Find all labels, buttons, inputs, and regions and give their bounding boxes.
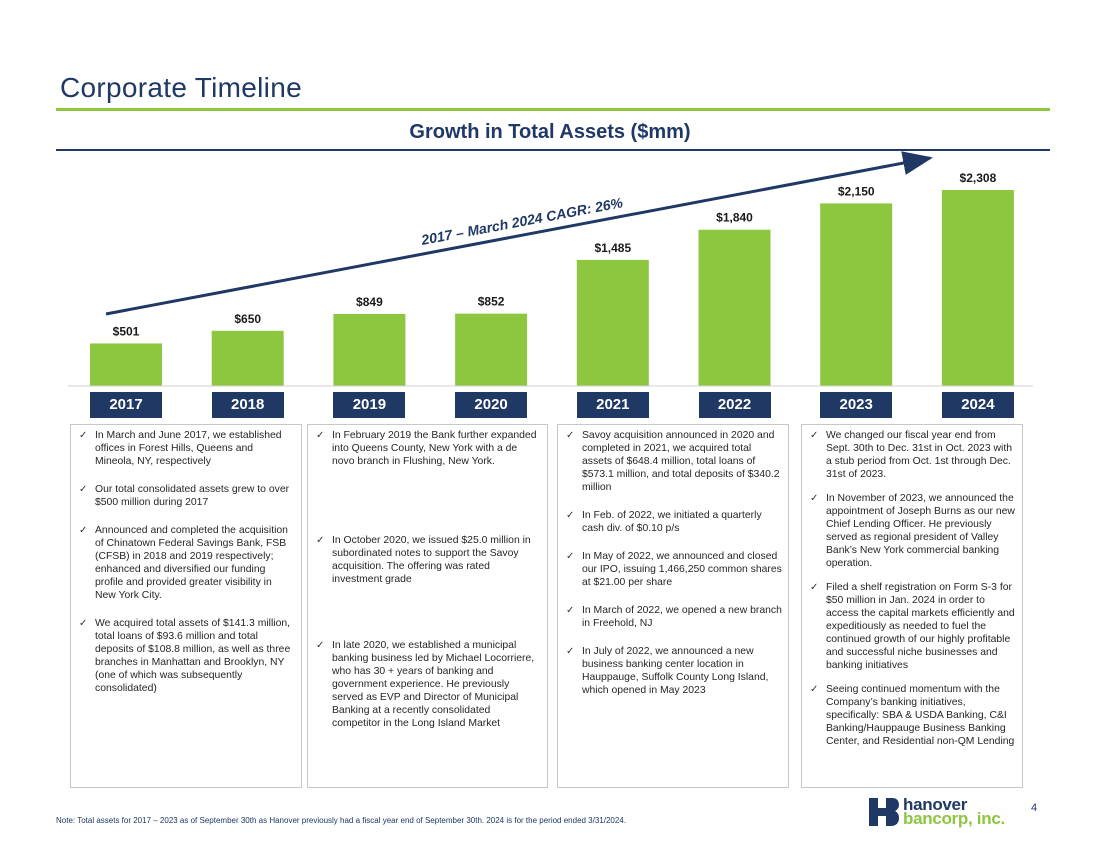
timeline-column-2017-2018: In March and June 2017, we established o… bbox=[70, 424, 302, 788]
data-label-2021: $1,485 bbox=[594, 241, 631, 255]
timeline-item: We acquired total assets of $141.3 milli… bbox=[79, 617, 295, 695]
timeline-item: Filed a shelf registration on Form S-3 f… bbox=[810, 581, 1016, 672]
timeline-item: In late 2020, we established a municipal… bbox=[316, 639, 541, 730]
company-logo: hanover bancorp, inc. bbox=[869, 796, 1019, 830]
data-label-2020: $852 bbox=[478, 295, 505, 309]
data-label-2023: $2,150 bbox=[838, 184, 875, 198]
bar-2022 bbox=[698, 229, 771, 386]
timeline-item: In March and June 2017, we established o… bbox=[79, 429, 295, 468]
logo-text-bancorp: bancorp, inc. bbox=[903, 809, 1005, 828]
logo-text-hanover: hanover bbox=[903, 795, 968, 814]
bar-2023 bbox=[820, 203, 893, 386]
data-label-2019: $849 bbox=[356, 295, 383, 309]
timeline-item: In March of 2022, we opened a new branch… bbox=[566, 604, 782, 630]
bar-2018 bbox=[211, 330, 284, 386]
page-title: Corporate Timeline bbox=[60, 72, 302, 103]
timeline-item: Seeing continued momentum with the Compa… bbox=[810, 683, 1016, 748]
timeline-item: In Feb. of 2022, we initiated a quarterl… bbox=[566, 509, 782, 535]
data-label-2017: $501 bbox=[113, 324, 140, 338]
timeline-item: In October 2020, we issued $25.0 million… bbox=[316, 534, 541, 586]
year-label-2023: 2023 bbox=[820, 392, 893, 418]
hanover-logo-icon bbox=[869, 798, 899, 826]
bar-2017 bbox=[90, 343, 162, 386]
chart-title: Growth in Total Assets ($mm) bbox=[409, 121, 691, 143]
timeline-item: Our total consolidated assets grew to ov… bbox=[79, 483, 295, 509]
timeline-column-2023-2024: We changed our fiscal year end from Sept… bbox=[801, 424, 1023, 788]
year-label-2020: 2020 bbox=[455, 392, 528, 418]
cagr-arrow bbox=[105, 151, 933, 316]
data-label-2024: $2,308 bbox=[960, 171, 997, 185]
title-divider bbox=[56, 108, 1050, 111]
data-label-2018: $650 bbox=[234, 312, 261, 326]
timeline-item: In May of 2022, we announced and closed … bbox=[566, 550, 782, 589]
timeline-item: We changed our fiscal year end from Sept… bbox=[810, 429, 1016, 481]
timeline-item: Savoy acquisition announced in 2020 and … bbox=[566, 429, 782, 494]
year-label-2019: 2019 bbox=[333, 392, 406, 418]
bar-2021 bbox=[576, 259, 649, 386]
year-label-2024: 2024 bbox=[941, 392, 1014, 418]
chart-title-divider bbox=[56, 149, 1050, 151]
year-label-2018: 2018 bbox=[211, 392, 284, 418]
year-label-2017: 2017 bbox=[90, 392, 162, 418]
page-number: 4 bbox=[1031, 802, 1038, 814]
timeline-item: In July of 2022, we announced a new busi… bbox=[566, 645, 782, 697]
bar-2024 bbox=[941, 190, 1014, 386]
data-label-2022: $1,840 bbox=[716, 211, 753, 225]
timeline-column-2021-2022: Savoy acquisition announced in 2020 and … bbox=[557, 424, 789, 788]
bar-2019 bbox=[333, 313, 406, 386]
year-label-2022: 2022 bbox=[698, 392, 771, 418]
year-label-2021: 2021 bbox=[576, 392, 649, 418]
timeline-column-2019-2020: In February 2019 the Bank further expand… bbox=[307, 424, 548, 788]
timeline-item: In November of 2023, we announced the ap… bbox=[810, 492, 1016, 570]
timeline-item: Announced and completed the acquisition … bbox=[79, 524, 295, 602]
footnote: Note: Total assets for 2017 – 2023 as of… bbox=[56, 816, 626, 825]
bar-2020 bbox=[455, 313, 528, 386]
timeline-item: In February 2019 the Bank further expand… bbox=[316, 429, 541, 468]
